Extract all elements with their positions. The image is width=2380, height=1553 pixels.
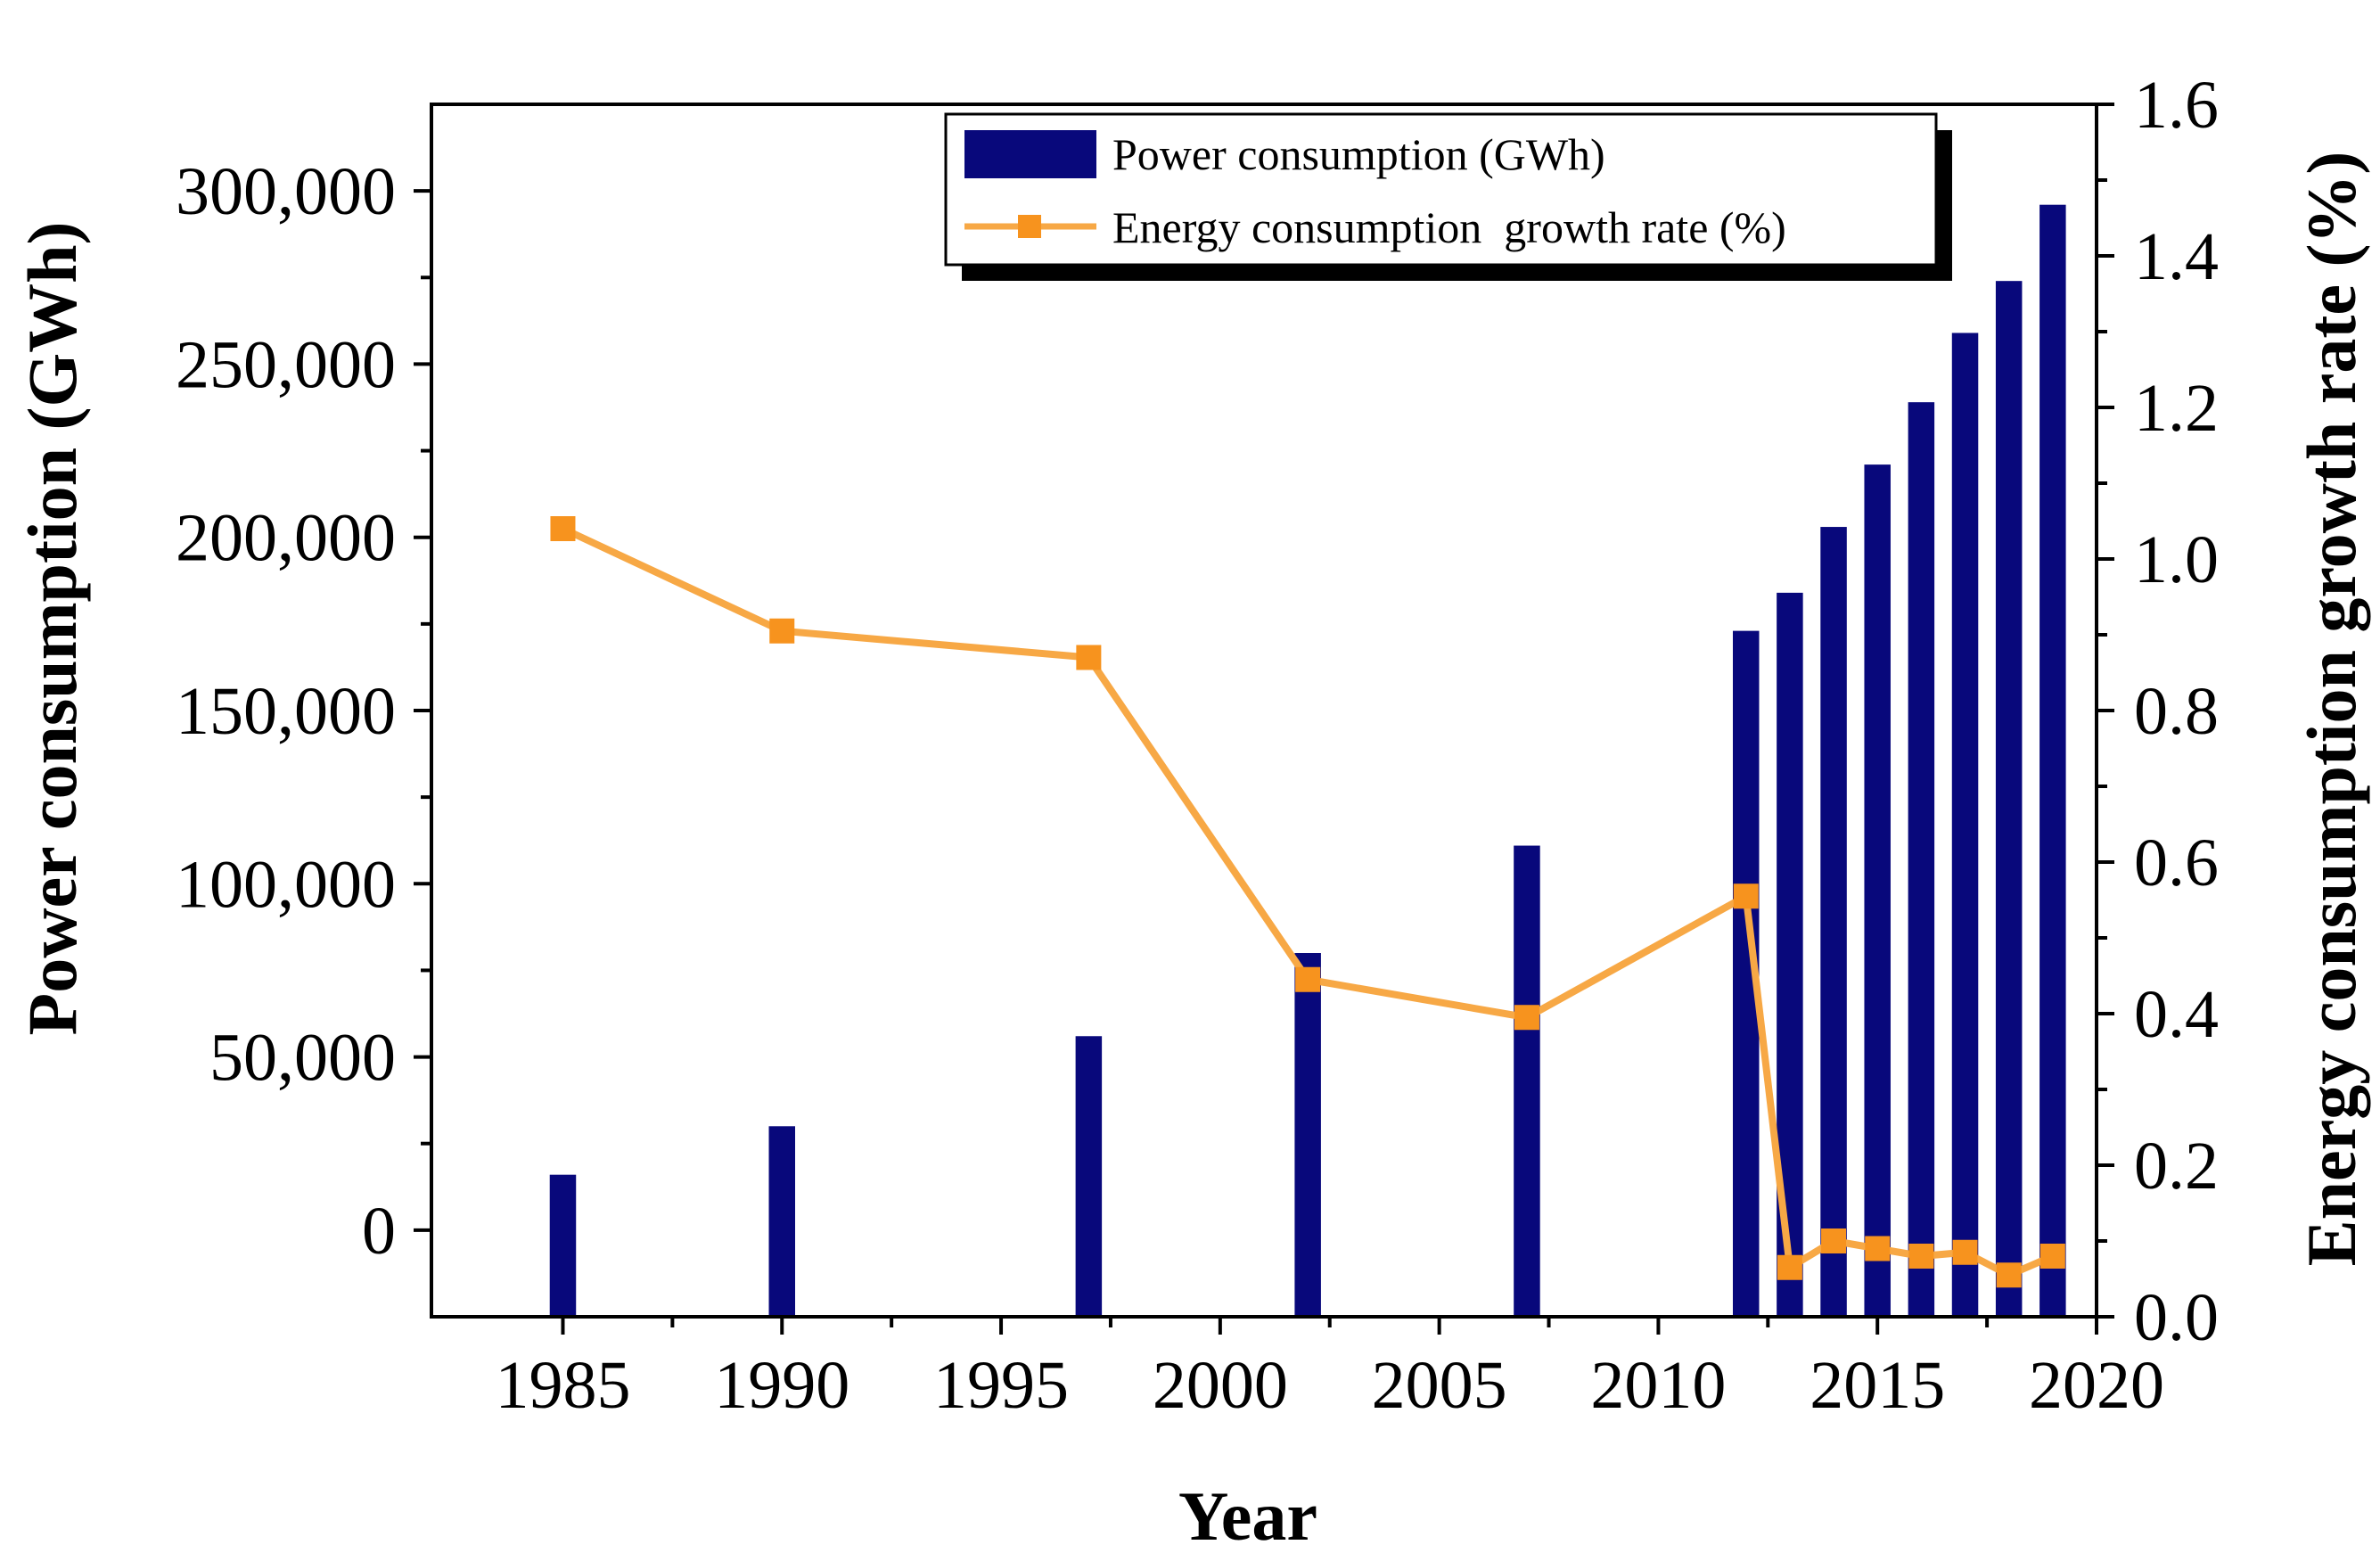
marker-2014 — [1821, 1228, 1847, 1253]
marker-2007 — [1514, 1005, 1539, 1031]
right-axis-title: Energy consumption growth rate (%) — [2293, 152, 2370, 1267]
bar-series — [549, 204, 2066, 1318]
legend-label-line: Energy consumption growth rate (%) — [1112, 202, 1786, 252]
marker-2002 — [1295, 966, 1321, 992]
marker-1985 — [550, 516, 576, 541]
y-right-tick-label-0: 0.0 — [2134, 1280, 2219, 1355]
y-left-tick-label-250000: 250,000 — [176, 327, 396, 402]
y-right-tick-label-0.4: 0.4 — [2134, 977, 2219, 1052]
y-right-tick-label-1.6: 1.6 — [2134, 68, 2219, 143]
x-tick-label-2000: 2000 — [1153, 1348, 1288, 1423]
x-tick-label-2015: 2015 — [1810, 1348, 1945, 1423]
left-axis-title: Power consumption (GWh) — [13, 222, 91, 1036]
marker-2019 — [2039, 1244, 2065, 1269]
bar-2007 — [1514, 845, 1540, 1317]
marker-2017 — [1952, 1239, 1978, 1265]
legend-label-bars: Power consumption (GWh) — [1112, 129, 1605, 179]
marker-2013 — [1777, 1254, 1802, 1280]
bar-1985 — [549, 1174, 577, 1317]
legend: Power consumption (GWh) Energy consumpti… — [944, 112, 1952, 281]
y-right-tick-label-1: 1.0 — [2134, 522, 2219, 597]
bar-2002 — [1294, 953, 1321, 1317]
marker-2016 — [1908, 1244, 1934, 1269]
bar-1997 — [1075, 1036, 1103, 1317]
y-right-tick-label-0.6: 0.6 — [2134, 826, 2219, 900]
bar-2017 — [1951, 333, 1979, 1317]
y-right-tick-label-0.8: 0.8 — [2134, 674, 2219, 749]
y-left-tick-label-300000: 300,000 — [176, 154, 396, 229]
y-left-tick-label-100000: 100,000 — [176, 847, 396, 922]
bar-1990 — [768, 1126, 796, 1317]
x-tick-label-2005: 2005 — [1372, 1348, 1507, 1423]
x-axis-title: Year — [1178, 1477, 1317, 1553]
marker-2018 — [1996, 1262, 2022, 1288]
x-tick-label-2010: 2010 — [1590, 1348, 1726, 1423]
axes: 1985 1990 1995 2000 2005 2010 2015 2020 0 50,000 1… — [176, 68, 2219, 1423]
y-right-tick-label-0.2: 0.2 — [2134, 1129, 2219, 1204]
y-left-tick-label-0: 0 — [362, 1194, 396, 1269]
legend-bar-swatch — [964, 130, 1096, 178]
y-right-tick-label-1.2: 1.2 — [2134, 371, 2219, 446]
y-left-tick-label-50000: 50,000 — [209, 1021, 396, 1096]
y-right-tick-label-1.4: 1.4 — [2134, 219, 2219, 294]
bar-2019 — [2039, 204, 2066, 1318]
bar-2018 — [1995, 281, 2023, 1318]
x-tick-label-1985: 1985 — [495, 1348, 630, 1423]
y-left-tick-label-150000: 150,000 — [176, 674, 396, 749]
marker-2012 — [1733, 883, 1759, 909]
line-series — [550, 516, 2065, 1288]
x-tick-label-2020: 2020 — [2029, 1348, 2164, 1423]
bar-2014 — [1820, 527, 1847, 1317]
bar-2015 — [1864, 464, 1891, 1317]
legend-box — [944, 112, 1938, 267]
bar-2016 — [1908, 402, 1935, 1318]
x-tick-label-1990: 1990 — [714, 1348, 849, 1423]
legend-marker-swatch — [1018, 215, 1041, 238]
marker-1990 — [769, 618, 795, 644]
marker-2015 — [1865, 1236, 1891, 1261]
x-tick-label-1995: 1995 — [933, 1348, 1069, 1423]
marker-1997 — [1076, 645, 1102, 670]
y-left-tick-label-200000: 200,000 — [176, 501, 396, 576]
